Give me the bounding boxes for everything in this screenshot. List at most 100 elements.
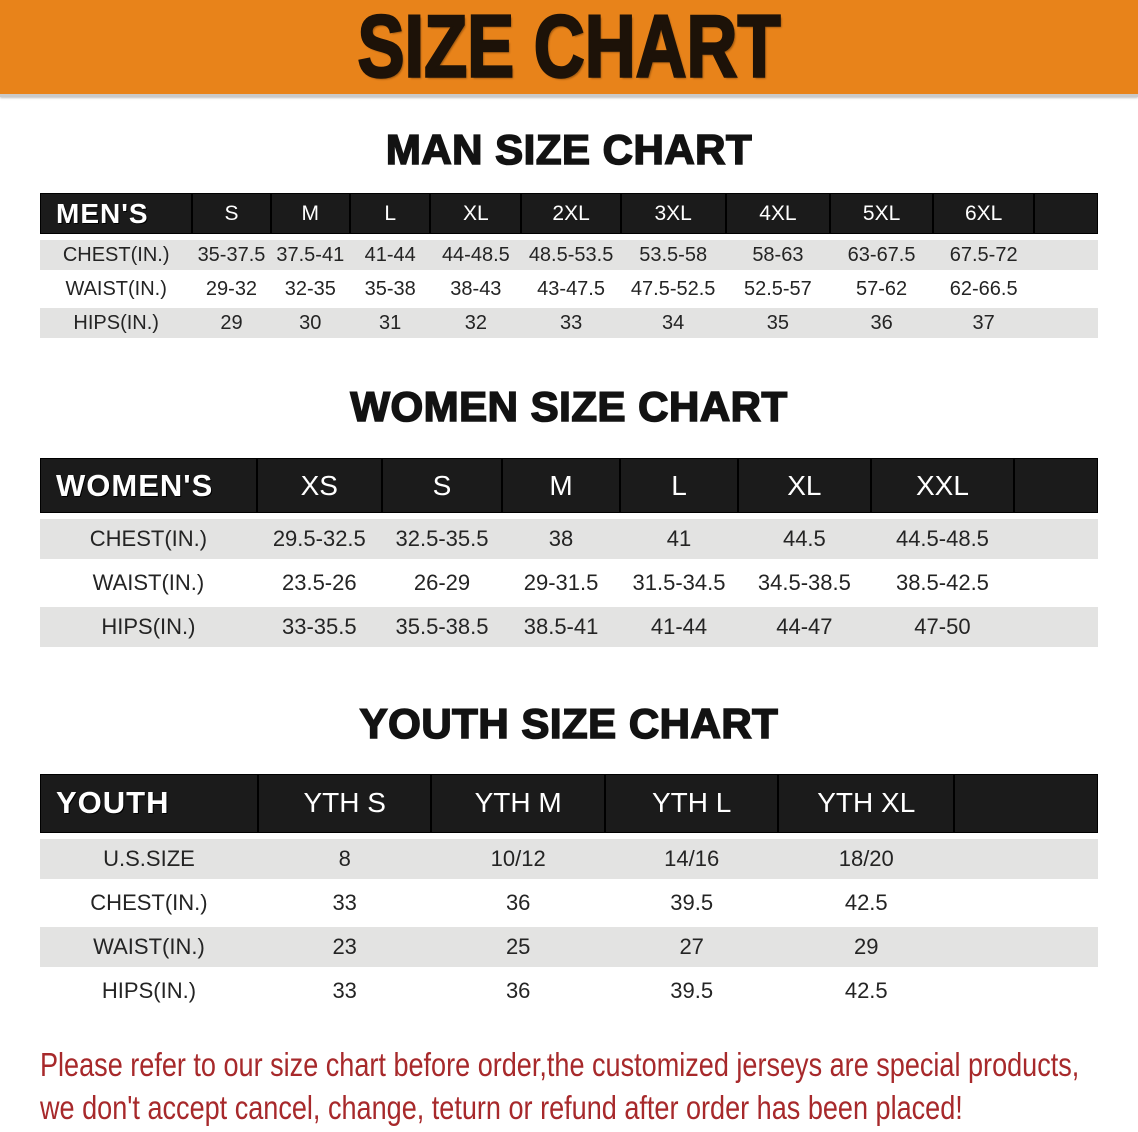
table-header-row: YOUTH YTH S YTH M YTH L YTH XL — [40, 773, 1098, 837]
row-spacer — [954, 836, 1098, 881]
size-value: 35-37.5 — [192, 238, 271, 273]
size-value: 25 — [431, 924, 605, 969]
row-label: HIPS(IN.) — [40, 605, 257, 650]
row-spacer — [1014, 605, 1098, 650]
column-header: 6XL — [932, 193, 1035, 239]
row-label: U.S.SIZE — [40, 836, 258, 881]
section-mens: MAN SIZE CHART MEN'S S M L XL 2XL 3XL 4XL 5XL 6XL C… — [0, 126, 1138, 341]
size-value: 57-62 — [830, 272, 933, 307]
size-value: 36 — [431, 880, 605, 925]
size-value: 29.5-32.5 — [256, 517, 382, 562]
row-spacer — [1014, 561, 1098, 606]
size-table-mens: MEN'S S M L XL 2XL 3XL 4XL 5XL 6XL CHEST(IN.) 35-37… — [40, 193, 1098, 341]
banner-title: SIZE CHART — [356, 0, 781, 96]
size-value: 23 — [257, 924, 432, 969]
size-value: 26-29 — [381, 561, 503, 606]
size-value: 34 — [620, 306, 726, 341]
size-value: 41-44 — [349, 238, 431, 273]
column-header: M — [502, 458, 620, 518]
column-header: YTH XL — [778, 773, 955, 837]
size-value: 41-44 — [619, 605, 739, 650]
size-value: 8 — [257, 836, 432, 881]
row-label: CHEST(IN.) — [40, 880, 258, 925]
disclaimer-line-2: we don't accept cancel, change, teturn o… — [40, 1089, 963, 1127]
size-value: 38 — [502, 517, 620, 562]
section-title-womens: WOMEN SIZE CHART — [350, 383, 788, 431]
column-header: L — [619, 458, 739, 518]
row-spacer — [1034, 272, 1098, 307]
row-label: CHEST(IN.) — [40, 517, 257, 562]
size-value: 33 — [257, 968, 432, 1013]
section-womens: WOMEN SIZE CHART WOMEN'S XS S M L XL XXL CHEST(I… — [0, 383, 1138, 650]
size-value: 32-35 — [270, 272, 350, 307]
size-value: 47-50 — [870, 605, 1015, 650]
row-label: WAIST(IN.) — [40, 561, 257, 606]
size-value: 34.5-38.5 — [738, 561, 871, 606]
column-header: YTH L — [604, 773, 779, 837]
row-label: HIPS(IN.) — [40, 306, 193, 341]
size-value: 44.5 — [738, 517, 871, 562]
size-value: 36 — [431, 968, 605, 1013]
column-header: XXL — [870, 458, 1015, 518]
table-corner-label-youth: YOUTH — [40, 773, 258, 837]
section-youth: YOUTH SIZE CHART YOUTH YTH S YTH M YTH L YTH … — [0, 700, 1138, 1013]
row-spacer — [1014, 517, 1098, 562]
size-value: 38-43 — [430, 272, 522, 307]
table-row: WAIST(IN.) 23.5-26 26-29 29-31.5 31.5-34.5 34… — [40, 561, 1098, 606]
size-table-womens: WOMEN'S XS S M L XL XXL CHEST(IN.) 29.5-32.5 32.5… — [40, 458, 1098, 650]
column-header: 3XL — [620, 193, 726, 239]
disclaimer-line-1: Please refer to our size chart before or… — [40, 1045, 1080, 1083]
size-value: 37.5-41 — [270, 238, 350, 273]
size-value: 58-63 — [725, 238, 831, 273]
size-value: 33-35.5 — [256, 605, 382, 650]
header-spacer — [1014, 458, 1098, 518]
column-header: L — [349, 193, 431, 239]
size-value: 33 — [257, 880, 432, 925]
size-value: 43-47.5 — [521, 272, 621, 307]
header-spacer — [954, 773, 1098, 837]
row-label: WAIST(IN.) — [40, 924, 258, 969]
size-value: 63-67.5 — [830, 238, 933, 273]
size-table-youth: YOUTH YTH S YTH M YTH L YTH XL U.S.SIZE 8 10/12… — [40, 773, 1098, 1013]
size-value: 35 — [725, 306, 831, 341]
size-value: 47.5-52.5 — [620, 272, 726, 307]
table-row: U.S.SIZE 8 10/12 14/16 18/20 — [40, 836, 1098, 881]
size-value: 10/12 — [431, 836, 605, 881]
row-label: WAIST(IN.) — [40, 272, 193, 307]
column-header: 4XL — [725, 193, 831, 239]
size-value: 39.5 — [604, 968, 779, 1013]
size-value: 42.5 — [778, 880, 955, 925]
column-header: YTH M — [431, 773, 605, 837]
table-corner-label-mens: MEN'S — [40, 193, 193, 239]
row-label: HIPS(IN.) — [40, 968, 258, 1013]
disclaimer: Please refer to our size chart before or… — [40, 1043, 1138, 1130]
size-value: 35-38 — [349, 272, 431, 307]
size-value: 44-47 — [738, 605, 871, 650]
size-value: 67.5-72 — [932, 238, 1035, 273]
size-value: 38.5-41 — [502, 605, 620, 650]
size-value: 62-66.5 — [932, 272, 1035, 307]
row-spacer — [1034, 238, 1098, 273]
size-value: 32 — [430, 306, 522, 341]
size-value: 14/16 — [604, 836, 779, 881]
size-value: 33 — [521, 306, 621, 341]
table-row: HIPS(IN.) 33 36 39.5 42.5 — [40, 968, 1098, 1013]
size-value: 44-48.5 — [430, 238, 522, 273]
column-header: XS — [256, 458, 382, 518]
row-spacer — [954, 924, 1098, 969]
size-value: 31 — [349, 306, 431, 341]
column-header: 2XL — [521, 193, 621, 239]
size-value: 31.5-34.5 — [619, 561, 739, 606]
table-row: CHEST(IN.) 29.5-32.5 32.5-35.5 38 41 44.5 44.5… — [40, 517, 1098, 562]
size-value: 29 — [778, 924, 955, 969]
table-header-row: WOMEN'S XS S M L XL XXL — [40, 458, 1098, 518]
table-row: CHEST(IN.) 33 36 39.5 42.5 — [40, 880, 1098, 925]
size-value: 32.5-35.5 — [381, 517, 503, 562]
size-value: 30 — [270, 306, 350, 341]
size-chart-sections: MAN SIZE CHART MEN'S S M L XL 2XL 3XL 4XL 5XL 6XL C… — [0, 126, 1138, 1013]
row-spacer — [954, 880, 1098, 925]
size-value: 39.5 — [604, 880, 779, 925]
column-header: YTH S — [257, 773, 432, 837]
table-row: HIPS(IN.) 29 30 31 32 33 34 35 36 37 — [40, 306, 1098, 341]
column-header: 5XL — [830, 193, 933, 239]
